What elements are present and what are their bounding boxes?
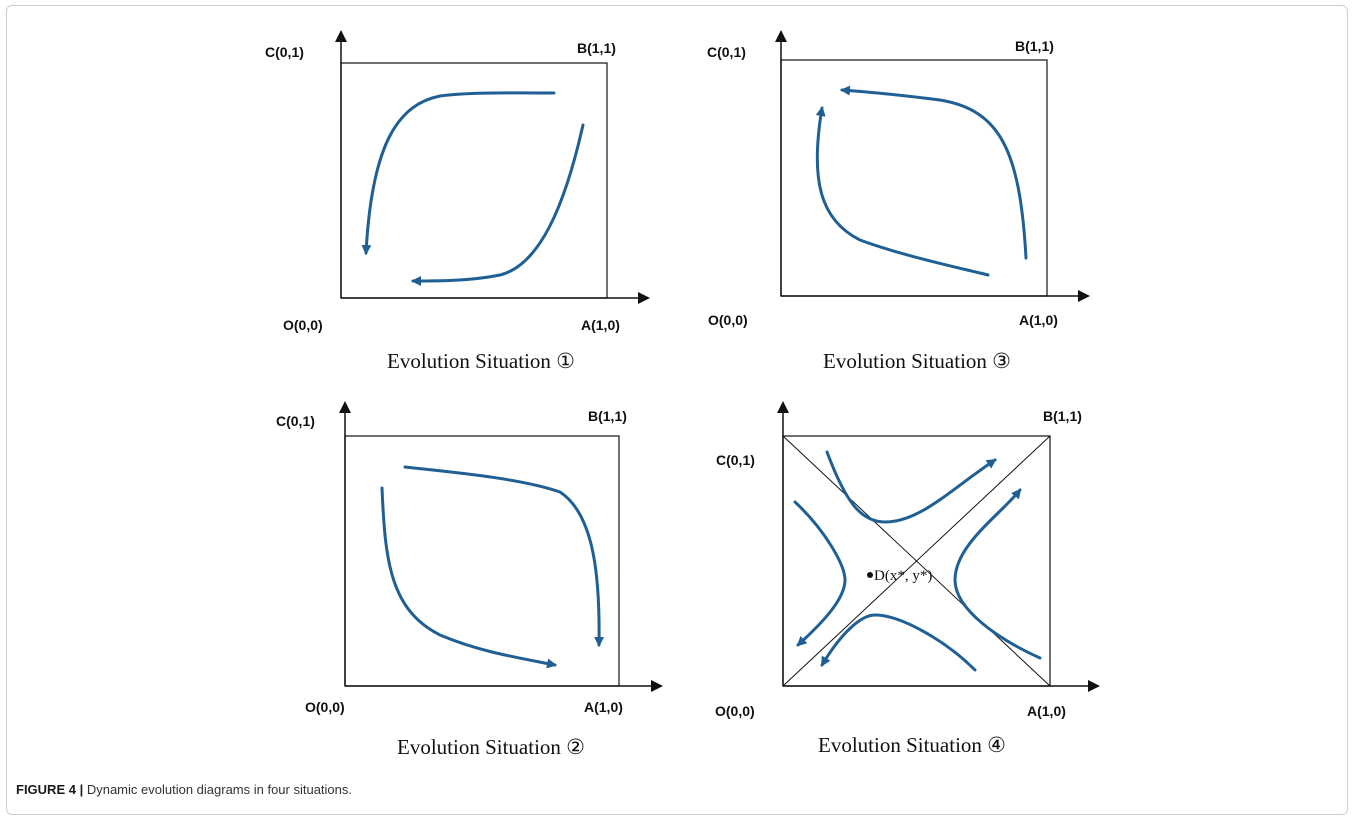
panel-situation-3: C(0,1) B(1,1) O(0,0) A(1,0) Evolution Si… — [707, 30, 1090, 373]
trajectory-curve — [953, 488, 1042, 660]
saddle-point-d — [867, 572, 873, 578]
corner-label-origin: O(0,0) — [715, 703, 755, 719]
trajectory-curve — [793, 500, 847, 647]
corner-label-a: A(1,0) — [584, 699, 623, 715]
situation-title: Evolution Situation ① — [387, 349, 575, 373]
caption-text: Dynamic evolution diagrams in four situa… — [86, 782, 353, 797]
corner-label-a: A(1,0) — [581, 317, 620, 333]
corner-label-origin: O(0,0) — [708, 312, 748, 328]
unit-square — [344, 435, 620, 687]
situation-title: Evolution Situation ② — [397, 735, 585, 759]
situation-title: Evolution Situation ④ — [818, 733, 1006, 757]
unit-square — [782, 435, 1051, 687]
diagonal-ca — [782, 435, 1051, 687]
panel-situation-2: C(0,1) B(1,1) O(0,0) A(1,0) Evolution Si… — [276, 401, 663, 759]
situation-title: Evolution Situation ③ — [823, 349, 1011, 373]
trajectory-curve — [411, 123, 585, 286]
corner-label-a: A(1,0) — [1019, 312, 1058, 328]
corner-label-b: B(1,1) — [1043, 408, 1082, 424]
trajectory-curve — [361, 91, 556, 255]
corner-label-c: C(0,1) — [265, 44, 304, 60]
trajectory-curve — [815, 106, 990, 277]
trajectory-curve — [380, 486, 557, 669]
trajectory-curve — [840, 85, 1028, 260]
corner-label-origin: O(0,0) — [305, 699, 345, 715]
corner-label-a: A(1,0) — [1027, 703, 1066, 719]
corner-label-origin: O(0,0) — [283, 317, 323, 333]
corner-label-c: C(0,1) — [707, 44, 746, 60]
unit-square — [340, 62, 608, 299]
figure-caption: FIGURE 4 | Dynamic evolution diagrams in… — [16, 782, 352, 797]
caption-label: FIGURE 4 | — [16, 782, 84, 797]
trajectory-curve — [820, 613, 977, 672]
corner-label-b: B(1,1) — [577, 40, 616, 56]
corner-label-c: C(0,1) — [276, 413, 315, 429]
corner-label-c: C(0,1) — [716, 452, 755, 468]
trajectory-curve — [825, 450, 997, 524]
unit-square — [780, 59, 1048, 297]
figure-frame — [6, 5, 1348, 815]
panel-situation-1: C(0,1) B(1,1) O(0,0) A(1,0) Evolution Si… — [265, 30, 650, 373]
corner-label-b: B(1,1) — [1015, 38, 1054, 54]
panel-situation-4: D(x*, y*) C(0,1) B(1,1) O(0,0) A(1,0) Ev… — [715, 401, 1100, 757]
saddle-point-label: D(x*, y*) — [874, 568, 932, 584]
corner-label-b: B(1,1) — [588, 408, 627, 424]
trajectory-curve — [403, 465, 605, 647]
